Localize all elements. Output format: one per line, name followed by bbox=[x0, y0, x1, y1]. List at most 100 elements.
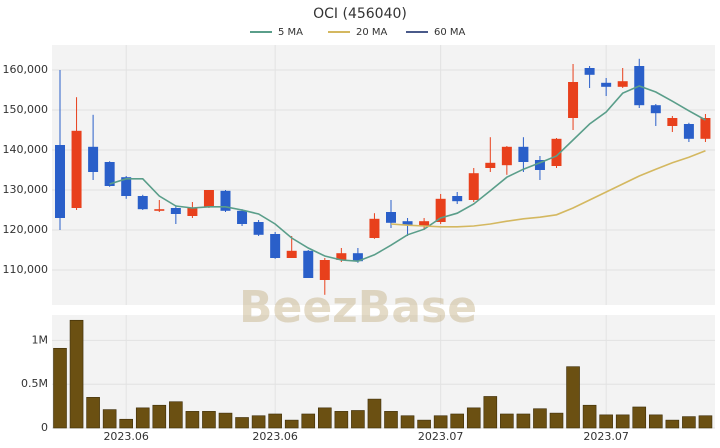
candle-body bbox=[220, 190, 231, 211]
y-tick-label: 110,000 bbox=[3, 263, 49, 276]
candle-body bbox=[121, 177, 132, 196]
legend-label: 20 MA bbox=[356, 27, 388, 38]
candle-body bbox=[435, 198, 446, 222]
volume-bar bbox=[367, 398, 382, 429]
chart-title: OCI (456040) bbox=[313, 6, 407, 22]
volume-bar bbox=[202, 411, 216, 429]
volume-bar bbox=[301, 413, 316, 429]
candle-body bbox=[203, 190, 214, 207]
candle-body bbox=[187, 208, 198, 216]
y-tick-label: 160,000 bbox=[3, 63, 49, 76]
candle-body bbox=[452, 196, 463, 202]
volume-bar bbox=[400, 415, 415, 429]
volume-bar bbox=[268, 413, 282, 429]
volume-bar bbox=[516, 413, 531, 429]
candle-body bbox=[88, 146, 99, 172]
candle-body bbox=[650, 105, 661, 114]
volume-bar bbox=[533, 408, 547, 429]
candle-body bbox=[352, 253, 363, 262]
volume-bar bbox=[351, 410, 365, 429]
candle-body bbox=[319, 260, 330, 280]
candle-body bbox=[386, 212, 396, 223]
candle-body bbox=[270, 234, 281, 258]
volume-bar bbox=[384, 411, 398, 429]
candle-body bbox=[501, 146, 512, 166]
candle-body bbox=[518, 146, 529, 162]
x-tick-label: 2023.07 bbox=[583, 430, 629, 443]
candle-body bbox=[104, 162, 115, 186]
y-tick-label: 0.5M bbox=[21, 377, 48, 390]
candle-body bbox=[154, 209, 165, 211]
volume-bar bbox=[152, 404, 167, 429]
candle-body bbox=[402, 221, 413, 226]
candle-body bbox=[667, 118, 678, 126]
volume-bar bbox=[135, 407, 150, 429]
candle-body bbox=[137, 196, 148, 210]
volume-bar bbox=[483, 396, 498, 429]
volume-bar bbox=[466, 407, 481, 429]
volume-bar bbox=[549, 412, 564, 429]
candle-body bbox=[55, 145, 65, 218]
volume-bar bbox=[599, 414, 613, 429]
volume-bar bbox=[500, 413, 514, 429]
legend-label: 5 MA bbox=[278, 27, 303, 38]
candle-body bbox=[419, 221, 430, 226]
watermark: BeezBase bbox=[239, 282, 477, 333]
candle-body bbox=[584, 68, 595, 75]
volume-bar bbox=[566, 366, 580, 429]
candle-body bbox=[286, 250, 297, 258]
legend-label: 60 MA bbox=[434, 27, 466, 38]
candle-body bbox=[237, 210, 248, 224]
y-tick-label: 0 bbox=[41, 421, 48, 434]
volume-bar bbox=[433, 415, 448, 429]
y-tick-label: 1M bbox=[32, 333, 49, 346]
y-tick-label: 120,000 bbox=[3, 223, 49, 236]
volume-bar bbox=[86, 397, 100, 429]
volume-bar bbox=[615, 414, 630, 429]
candle-body bbox=[253, 222, 264, 235]
candle-body bbox=[303, 250, 314, 278]
candle-body bbox=[568, 82, 579, 118]
volume-bar bbox=[682, 416, 696, 429]
volume-bar bbox=[185, 411, 200, 429]
volume-bar bbox=[218, 412, 233, 429]
volume-bar bbox=[169, 401, 183, 429]
volume-bar bbox=[102, 409, 117, 429]
volume-bar bbox=[665, 419, 680, 429]
volume-bar bbox=[582, 404, 597, 429]
y-tick-label: 150,000 bbox=[3, 103, 49, 116]
x-tick-label: 2023.06 bbox=[103, 430, 149, 443]
ma-line bbox=[390, 150, 706, 228]
volume-bar bbox=[632, 406, 647, 429]
x-tick-label: 2023.06 bbox=[252, 430, 298, 443]
volume-bar bbox=[648, 414, 663, 429]
candle-body bbox=[551, 138, 562, 166]
volume-bar bbox=[284, 419, 299, 429]
volume-bar bbox=[53, 347, 67, 429]
volume-bar bbox=[251, 415, 266, 429]
volume-bar bbox=[450, 413, 465, 429]
volume-bar bbox=[119, 418, 133, 429]
candle-body bbox=[468, 173, 479, 200]
volume-bar bbox=[69, 319, 84, 429]
volume-bar bbox=[235, 417, 249, 429]
candle-body bbox=[369, 218, 380, 238]
y-tick-label: 140,000 bbox=[3, 143, 49, 156]
volume-bar bbox=[698, 415, 713, 429]
x-tick-label: 2023.07 bbox=[418, 430, 464, 443]
candle-body bbox=[170, 208, 181, 214]
candle-body bbox=[617, 81, 628, 87]
candle-body bbox=[683, 124, 694, 139]
candle-body bbox=[485, 162, 496, 168]
y-tick-label: 130,000 bbox=[3, 183, 49, 196]
ma-line bbox=[109, 85, 706, 263]
price-panel bbox=[52, 45, 715, 305]
candle-body bbox=[71, 130, 82, 208]
volume-bar bbox=[417, 419, 431, 429]
volume-bar bbox=[317, 407, 332, 429]
candle-body bbox=[336, 253, 347, 260]
volume-bar bbox=[334, 411, 349, 429]
candle-body bbox=[601, 82, 612, 87]
candle-body bbox=[700, 118, 711, 139]
